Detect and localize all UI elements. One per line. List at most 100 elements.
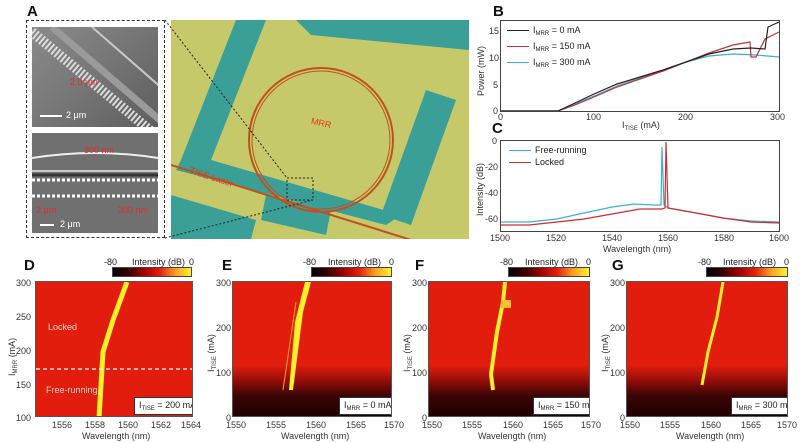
y-tick: 300: [16, 278, 32, 288]
y-tick: 150: [16, 380, 32, 390]
legend-value: = 0 mA: [549, 25, 581, 35]
legend-label: I: [533, 41, 536, 51]
heatmap-d-xlabel: Wavelength (nm): [82, 431, 151, 441]
chart-b-ylabel: Power (mW): [476, 46, 486, 96]
x-tick: 1560: [701, 420, 722, 430]
legend-value: = 300 mA: [549, 57, 591, 67]
chart-b-plot-area: IMRR = 0 mA IMRR = 150 mA IMRR = 300 mA: [500, 20, 780, 112]
x-tick: 1570: [777, 420, 798, 430]
legend-label: Locked: [535, 157, 565, 167]
locked-region-label: Locked: [48, 322, 78, 332]
zoom-callout-lines: [164, 19, 314, 239]
x-tick: 1520: [546, 233, 567, 243]
colorbar-min: -80: [500, 257, 514, 267]
x-tick: 300: [770, 112, 786, 122]
chart-b-legend: IMRR = 0 mA IMRR = 150 mA IMRR = 300 mA: [507, 24, 590, 72]
y-tick: 200: [412, 323, 428, 333]
legend-item: Free-running: [509, 144, 587, 156]
x-tick: 1550: [226, 420, 247, 430]
legend-item: IMRR = 150 mA: [507, 40, 590, 56]
legend-label: I: [533, 25, 536, 35]
x-tick: 1560: [118, 420, 139, 430]
chart-b-lines: [501, 21, 780, 112]
heatmap-d-annotation: ITISE = 200 mA: [134, 397, 192, 415]
device-micrograph: MRR TISE Laser: [171, 20, 469, 239]
panel-c-letter: C: [492, 120, 503, 137]
heatmap-g-xlabel: Wavelength (nm): [676, 431, 745, 441]
legend-sub: MRR: [535, 31, 550, 37]
heatmap-f-xlabel: Wavelength (nm): [478, 431, 547, 441]
x-tick: 1580: [714, 233, 735, 243]
y-tick: 300: [216, 278, 232, 288]
sem-bottom-dimension-left: 2 μm: [36, 205, 57, 215]
colorbar-title: Intensity (dB): [525, 257, 579, 267]
colorbar-max: 0: [389, 257, 395, 267]
colorbar-max: 0: [784, 257, 790, 267]
x-tick: 1555: [660, 420, 681, 430]
y-tick: 0: [422, 413, 428, 423]
y-tick: 0: [492, 136, 498, 146]
y-tick: -20: [485, 162, 499, 172]
legend-item: Locked: [509, 156, 587, 168]
x-tick: 1562: [151, 420, 172, 430]
x-tick: 1500: [490, 233, 511, 243]
y-tick: 0: [620, 413, 626, 423]
panel-e-letter: E: [222, 257, 233, 274]
colorbar-title: Intensity (dB): [132, 257, 186, 267]
chart-c-ylabel: Intensity (dB): [475, 162, 485, 216]
y-tick: 200: [16, 346, 32, 356]
heatmap-g-trace: [700, 282, 725, 386]
legend-swatch: [509, 149, 531, 152]
scale-bar-label: 2 μm: [60, 219, 81, 229]
heatmap-e-annotation: IMRR = 0 mA: [339, 397, 391, 415]
heatmap-f-ylabel: ITISE (mA): [402, 334, 414, 372]
sem-bottom-dimension-right: 300 nm: [118, 205, 149, 215]
heatmap-f: IMRR = 150 mA: [428, 281, 590, 417]
x-tick: 1555: [266, 420, 287, 430]
colorbar: [112, 267, 192, 277]
panel-f-letter: F: [415, 257, 425, 274]
x-tick: 1540: [602, 233, 623, 243]
x-tick: 1565: [741, 420, 762, 430]
sem-image-top: 2.0 μm 2 μm: [32, 27, 158, 127]
x-tick: 1555: [462, 420, 483, 430]
x-tick: 1558: [85, 420, 106, 430]
y-tick: 100: [610, 368, 626, 378]
x-tick: 100: [586, 112, 602, 122]
legend-swatch: [507, 45, 529, 48]
y-tick: 250: [16, 312, 32, 322]
legend-sub: MRR: [535, 47, 550, 53]
colorbar: [706, 267, 788, 277]
heatmap-g-ylabel: ITISE (mA): [600, 334, 612, 372]
legend-item: IMRR = 300 mA: [507, 56, 590, 72]
legend-label: I: [533, 57, 536, 67]
panel-g-letter: G: [612, 257, 624, 274]
x-tick: 1565: [346, 420, 367, 430]
heatmap-d: Locked Free-running ITISE = 200 mA: [35, 281, 193, 417]
heatmap-f-annotation: IMRR = 150 mA: [533, 397, 589, 415]
heatmap-d-ylabel: IMRR (mA): [7, 337, 19, 376]
device-structure: [171, 20, 469, 239]
x-tick: 1570: [384, 420, 405, 430]
chart-c-lines: [501, 141, 780, 226]
chart-c-xlabel: Wavelength (nm): [603, 244, 672, 254]
colorbar-title: Intensity (dB): [328, 257, 382, 267]
colorbar-title: Intensity (dB): [723, 257, 777, 267]
free-running-region-label: Free-running: [46, 385, 98, 395]
x-tick: 1564: [181, 420, 202, 430]
heatmap-f-trace: [488, 282, 511, 391]
heatmap-g-annotation: IMRR = 300 mA: [731, 397, 787, 415]
y-tick: -60: [485, 214, 499, 224]
sem-image-bottom: 300 nm 2 μm 300 nm 2 μm: [32, 133, 158, 233]
y-tick: 300: [610, 278, 626, 288]
scale-bar-label: 2 μm: [66, 110, 87, 120]
colorbar-min: -80: [104, 257, 118, 267]
legend-swatch: [509, 161, 531, 164]
chart-c-legend: Free-running Locked: [509, 144, 587, 168]
sem-top-dimension: 2.0 μm: [70, 77, 98, 87]
legend-swatch: [507, 61, 529, 64]
colorbar-min: -80: [303, 257, 317, 267]
y-tick: -40: [485, 188, 499, 198]
sem-bottom-structure: [32, 152, 158, 198]
sem-inset-frame: [26, 20, 165, 238]
